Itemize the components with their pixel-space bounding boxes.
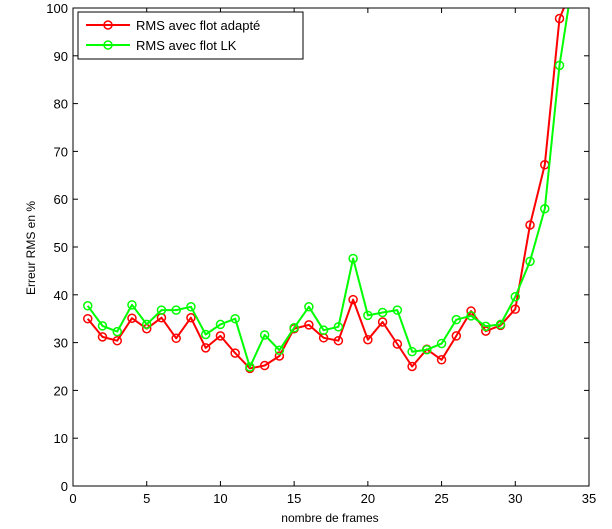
data-point bbox=[141, 319, 152, 330]
y-tick-label: 50 bbox=[54, 240, 68, 255]
data-point bbox=[407, 346, 417, 357]
data-point bbox=[289, 323, 299, 333]
data-point bbox=[259, 360, 270, 371]
x-tick-label: 30 bbox=[508, 491, 522, 506]
data-point bbox=[215, 319, 226, 330]
data-point bbox=[112, 335, 122, 346]
data-point bbox=[436, 355, 447, 365]
y-tick-label: 20 bbox=[54, 383, 68, 398]
y-tick-label: 0 bbox=[61, 479, 68, 494]
data-point bbox=[127, 300, 137, 310]
data-point bbox=[245, 362, 255, 372]
data-point bbox=[525, 256, 535, 267]
y-tick-label: 30 bbox=[54, 336, 68, 351]
data-point bbox=[525, 220, 535, 230]
data-point bbox=[156, 305, 167, 315]
data-point bbox=[171, 333, 181, 344]
data-point bbox=[510, 291, 521, 302]
x-tick-label: 35 bbox=[582, 491, 596, 506]
data-point bbox=[451, 314, 462, 325]
data-point bbox=[392, 339, 403, 349]
data-point bbox=[451, 331, 462, 341]
data-point bbox=[540, 204, 550, 214]
data-point bbox=[407, 361, 417, 372]
data-point bbox=[215, 331, 226, 341]
data-point bbox=[259, 330, 270, 340]
data-point bbox=[230, 348, 240, 358]
y-axis-label: Erreur RMS en % bbox=[24, 201, 38, 295]
data-point bbox=[230, 313, 240, 324]
data-point bbox=[186, 312, 196, 323]
data-point bbox=[466, 311, 476, 321]
x-tick-label: 20 bbox=[361, 491, 375, 506]
series-line bbox=[86, 8, 570, 368]
data-point bbox=[510, 304, 521, 314]
y-tick-label: 60 bbox=[54, 192, 68, 207]
legend-label: RMS avec flot adapté bbox=[136, 18, 260, 33]
data-point bbox=[422, 345, 432, 355]
data-point bbox=[127, 313, 137, 323]
data-point bbox=[554, 60, 565, 71]
axes-layer: 0 5 10 15 20 25 30 35 0 10 20 30 40 50 60 70 80 90 100 bbox=[46, 1, 596, 506]
x-tick-label: 15 bbox=[287, 491, 301, 506]
data-point bbox=[97, 321, 108, 331]
data-point bbox=[348, 294, 358, 305]
y-tick-label: 90 bbox=[54, 49, 68, 64]
legend-marker bbox=[103, 40, 113, 50]
data-point bbox=[363, 310, 373, 321]
data-point bbox=[377, 307, 388, 318]
data-point bbox=[186, 302, 196, 312]
data-point bbox=[82, 301, 93, 311]
y-tick-label: 70 bbox=[54, 144, 68, 159]
legend-box bbox=[77, 11, 304, 60]
data-point bbox=[304, 302, 314, 312]
data-point bbox=[304, 320, 314, 330]
data-point bbox=[481, 321, 491, 332]
x-tick-label: 5 bbox=[143, 491, 150, 506]
data-point bbox=[348, 253, 358, 264]
data-point bbox=[318, 325, 329, 335]
x-axis-label: nombre de frames bbox=[281, 511, 378, 525]
y-tick-label: 80 bbox=[54, 97, 68, 112]
data-point bbox=[377, 317, 388, 327]
data-point bbox=[97, 332, 108, 342]
data-point bbox=[495, 319, 506, 330]
data-point bbox=[274, 345, 285, 355]
y-tick-label: 40 bbox=[54, 288, 68, 303]
data-point bbox=[436, 338, 447, 349]
series-line bbox=[86, 8, 565, 370]
data-point bbox=[333, 335, 344, 346]
x-tick-label: 10 bbox=[213, 491, 227, 506]
data-point bbox=[200, 343, 211, 353]
series-layer bbox=[82, 8, 570, 374]
legend: RMS avec flot adapté RMS avec flot LK bbox=[77, 11, 304, 60]
legend-label: RMS avec flot LK bbox=[136, 38, 237, 53]
x-tick-label: 0 bbox=[69, 491, 76, 506]
data-point bbox=[82, 313, 93, 324]
data-point bbox=[333, 322, 344, 332]
series-2 bbox=[82, 8, 570, 372]
data-point bbox=[200, 329, 211, 340]
data-point bbox=[363, 334, 373, 345]
data-point bbox=[554, 13, 565, 24]
data-point bbox=[392, 305, 403, 315]
y-tick-label: 10 bbox=[54, 431, 68, 446]
data-point bbox=[274, 351, 285, 361]
data-point bbox=[112, 326, 122, 337]
data-point bbox=[171, 305, 181, 315]
legend-marker bbox=[103, 20, 113, 30]
y-tick-label: 100 bbox=[46, 1, 68, 16]
x-tick-label: 25 bbox=[434, 491, 448, 506]
